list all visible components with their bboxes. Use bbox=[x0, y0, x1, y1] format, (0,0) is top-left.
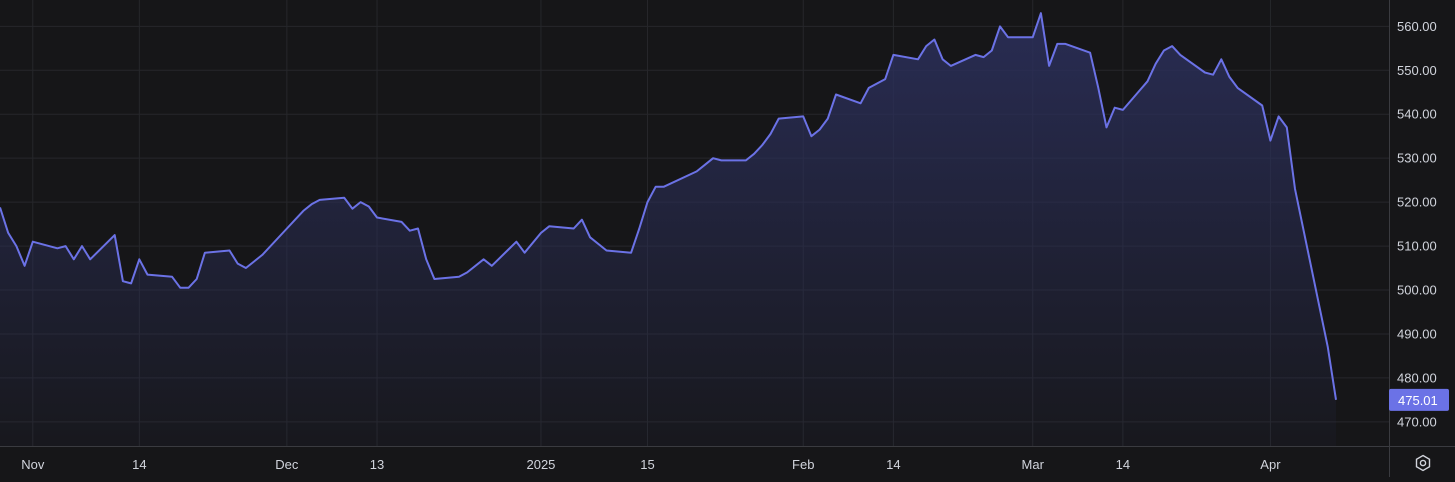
price-line bbox=[0, 12, 1337, 400]
x-tick-label: Feb bbox=[792, 457, 814, 472]
y-tick-label: 490.00 bbox=[1397, 326, 1437, 341]
x-tick-label: Nov bbox=[21, 457, 45, 472]
price-area-fill bbox=[0, 13, 1336, 446]
y-tick-label: 560.00 bbox=[1397, 19, 1437, 34]
y-tick-label: 520.00 bbox=[1397, 195, 1437, 210]
y-tick-label: 530.00 bbox=[1397, 151, 1437, 166]
x-tick-label: 14 bbox=[1116, 457, 1130, 472]
x-tick-label: Apr bbox=[1260, 457, 1281, 472]
chart-settings-button[interactable] bbox=[1410, 450, 1436, 476]
y-axis[interactable]: 560.00 550.00 540.00 530.00 520.00 510.00 500.… bbox=[1397, 19, 1437, 429]
last-price-label: 475.01 bbox=[1398, 393, 1438, 408]
last-price-badge-bg bbox=[1389, 388, 1449, 411]
y-tick-label: 500.00 bbox=[1397, 283, 1437, 298]
last-price-badge: 475.01 bbox=[1389, 388, 1449, 411]
settings-icon bbox=[1415, 454, 1431, 472]
x-tick-label: Mar bbox=[1022, 457, 1045, 472]
x-tick-label: 13 bbox=[370, 457, 384, 472]
x-axis[interactable]: Nov 14 Dec 13 2025 15 Feb 14 Mar 14 Apr bbox=[21, 457, 1281, 472]
y-tick-label: 510.00 bbox=[1397, 239, 1437, 254]
y-tick-label: 470.00 bbox=[1397, 414, 1437, 429]
x-tick-label: 14 bbox=[132, 457, 146, 472]
x-tick-label: 2025 bbox=[526, 457, 555, 472]
x-tick-label: 14 bbox=[886, 457, 900, 472]
y-tick-label: 540.00 bbox=[1397, 107, 1437, 122]
y-tick-label: 480.00 bbox=[1397, 370, 1437, 385]
x-tick-label: Dec bbox=[275, 457, 299, 472]
y-tick-label: 550.00 bbox=[1397, 63, 1437, 78]
x-tick-label: 15 bbox=[640, 457, 654, 472]
